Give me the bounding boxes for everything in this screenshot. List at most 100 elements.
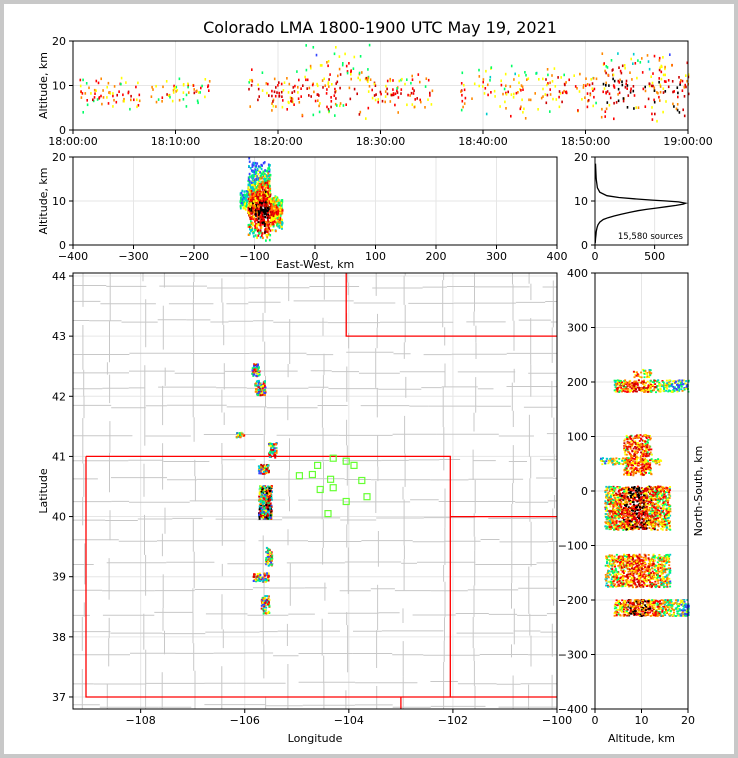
- ew-height-source: [275, 196, 278, 199]
- time-height-source: [500, 79, 502, 83]
- ew-height-source: [259, 174, 262, 178]
- plan-view-source: [271, 557, 274, 560]
- ew-height-source: [252, 215, 255, 218]
- height-ns-source: [633, 385, 636, 388]
- height-ns-source: [662, 509, 665, 511]
- ew-height-source: [277, 209, 280, 212]
- time-height-source: [651, 112, 653, 116]
- plan-view-source: [274, 450, 277, 453]
- height-ns-source: [611, 460, 614, 463]
- height-ns-source: [636, 469, 638, 472]
- plan-view-source: [265, 514, 268, 517]
- ew-height-source: [268, 196, 271, 199]
- time-height-source: [618, 91, 621, 95]
- height-ns-source: [610, 486, 613, 488]
- ew-height-source: [257, 217, 260, 220]
- height-ns-source: [648, 386, 651, 389]
- ew-height-source: [280, 206, 282, 209]
- height-ns-source: [678, 390, 681, 392]
- time-height-source: [592, 89, 594, 92]
- height-ns-source: [624, 467, 627, 469]
- height-ns-source: [607, 491, 610, 494]
- ew-height-source: [275, 208, 278, 211]
- time-height-source: [681, 89, 684, 92]
- height-ns-source: [668, 379, 671, 382]
- time-height-source: [287, 91, 290, 94]
- plan-view-source: [258, 381, 260, 384]
- time-height-source: [499, 105, 501, 108]
- ew-height-source: [255, 218, 257, 222]
- time-height-source: [171, 99, 174, 103]
- height-ns-source: [622, 523, 624, 526]
- time-height-source: [564, 83, 566, 87]
- time-height-source: [647, 97, 650, 101]
- ew-height-source: [264, 194, 267, 197]
- height-ns-source: [625, 465, 628, 467]
- height-ns-source: [629, 445, 632, 448]
- time-height-sources: [79, 43, 690, 123]
- plan-view-source: [253, 368, 256, 371]
- height-ns-source: [623, 388, 626, 390]
- height-ns-source: [641, 435, 644, 438]
- height-ns-source: [614, 514, 617, 516]
- height-ns-source: [635, 446, 638, 449]
- time-height-source: [632, 62, 634, 65]
- plan-view-source: [267, 603, 269, 606]
- time-height-source: [653, 100, 656, 104]
- time-height-source: [559, 92, 562, 95]
- time-height-source: [157, 98, 160, 101]
- height-ns-source: [668, 508, 671, 511]
- ew-height-source: [262, 216, 265, 219]
- ew-height-source: [258, 201, 261, 204]
- time-height-source: [377, 100, 379, 104]
- plan-view-source: [269, 445, 272, 448]
- height-ns-source: [638, 449, 641, 451]
- ew-height-source: [264, 169, 266, 172]
- plan-view-source: [265, 470, 268, 473]
- time-height-source: [358, 71, 361, 75]
- height-ns-source: [632, 466, 635, 469]
- height-ns-source: [610, 494, 612, 497]
- ew-height-source: [267, 190, 269, 194]
- height-ns-source: [649, 466, 651, 469]
- height-ns-source: [634, 451, 636, 454]
- ew-x-tick-label: 300: [486, 250, 507, 263]
- height-ns-source: [640, 382, 643, 384]
- plan-view-source: [266, 554, 269, 556]
- height-ns-source: [637, 504, 640, 507]
- ew-height-source: [242, 198, 245, 201]
- height-ns-source: [622, 514, 625, 517]
- time-height-source: [292, 100, 294, 104]
- lma-station-marker: [342, 457, 350, 465]
- time-height-source: [672, 102, 674, 106]
- plan-view-source: [260, 463, 263, 466]
- time-height-source: [248, 81, 250, 84]
- height-ns-source: [665, 488, 667, 490]
- height-ns-source: [654, 461, 657, 464]
- height-ns-source: [667, 512, 670, 514]
- height-ns-source: [652, 519, 655, 521]
- height-ns-source: [680, 388, 683, 391]
- time-height-source: [678, 76, 680, 79]
- plan-view-source: [235, 435, 238, 438]
- height-ns-source: [623, 469, 626, 472]
- time-height-source: [334, 114, 336, 117]
- ew-height-source: [265, 212, 267, 215]
- plan-view-source: [258, 516, 261, 518]
- time-height-source: [365, 117, 367, 120]
- ew-height-source: [239, 205, 242, 208]
- time-height-source: [321, 64, 323, 67]
- plan-view-source: [262, 469, 265, 472]
- time-height-source: [346, 71, 349, 75]
- height-ns-source: [639, 434, 642, 436]
- height-ns-source: [679, 382, 682, 385]
- height-ns-source: [616, 504, 619, 506]
- ew-height-source: [273, 216, 276, 220]
- plan-view-source: [259, 394, 262, 397]
- time-height-source: [471, 97, 473, 100]
- ew-height-source: [276, 216, 279, 220]
- time-height-source: [371, 88, 373, 92]
- ew-height-source: [265, 169, 268, 173]
- height-ns-source: [611, 459, 614, 461]
- ew-height-source: [277, 198, 279, 201]
